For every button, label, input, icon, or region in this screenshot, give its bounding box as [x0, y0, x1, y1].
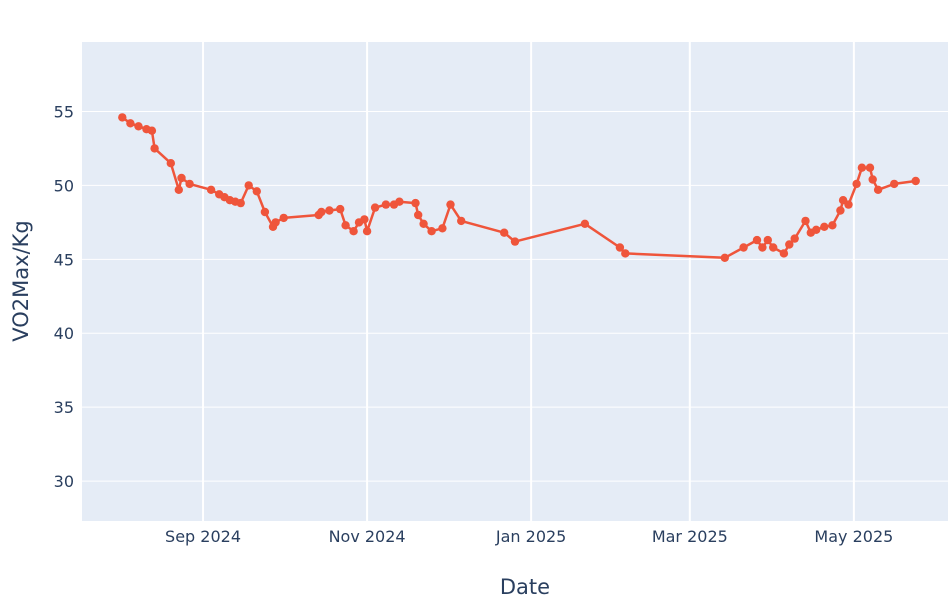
data-point [812, 225, 821, 234]
data-point [252, 187, 261, 196]
data-point [118, 113, 127, 122]
data-point [844, 200, 853, 209]
data-point [752, 235, 762, 245]
data-point [779, 249, 789, 258]
data-point [360, 215, 369, 224]
data-point [865, 163, 875, 172]
data-point [419, 219, 428, 228]
gridlines [82, 42, 948, 521]
data-point [615, 243, 625, 252]
data-point [166, 159, 175, 168]
data-point [185, 179, 194, 189]
data-point [177, 173, 186, 183]
y-tick-label: 35 [54, 398, 74, 417]
data-point [510, 237, 520, 246]
data-point [820, 222, 829, 231]
y-tick-label: 50 [54, 176, 74, 195]
data-point [790, 234, 799, 243]
data-point [852, 179, 861, 189]
data-point [890, 179, 899, 189]
data-point [370, 203, 380, 212]
tick-labels: 30 35 40 45 50 55 Sep 2024 Nov 2024 Jan 2025 Mar … [54, 102, 894, 546]
data-point [446, 200, 455, 209]
x-axis-title: Date [500, 575, 550, 599]
data-point [427, 227, 436, 236]
data-point [500, 228, 509, 237]
y-tick-label: 55 [54, 102, 74, 121]
series-layer [118, 113, 920, 262]
x-tick-label: Jan 2025 [495, 527, 566, 546]
plot-area-background [82, 42, 948, 521]
data-point [411, 198, 420, 208]
data-point [395, 197, 404, 206]
data-point [828, 221, 837, 230]
y-tick-label: 30 [54, 472, 74, 491]
data-point [836, 206, 845, 215]
data-point [580, 219, 590, 228]
data-point [279, 213, 288, 223]
data-point [147, 126, 157, 135]
data-point [438, 224, 447, 233]
data-point [336, 204, 345, 214]
data-point [349, 227, 358, 236]
data-point [381, 200, 391, 209]
data-point [621, 249, 630, 258]
data-point [341, 221, 350, 230]
data-point [260, 207, 270, 217]
data-point [126, 119, 135, 128]
data-point [758, 243, 767, 252]
data-point [720, 253, 729, 262]
x-tick-label: Nov 2024 [329, 527, 406, 546]
x-tick-label: Sep 2024 [165, 527, 241, 546]
data-point [769, 243, 778, 252]
data-point [325, 206, 334, 215]
data-point [414, 210, 423, 220]
data-point [873, 185, 883, 194]
data-point [911, 176, 920, 186]
y-axis-title: VO2Max/Kg [9, 220, 33, 341]
data-point [236, 198, 245, 208]
data-point [857, 163, 867, 172]
data-point [801, 216, 810, 226]
data-point [362, 227, 372, 236]
data-point [763, 235, 772, 245]
x-tick-label: Mar 2025 [652, 527, 728, 546]
data-point [150, 144, 159, 153]
y-tick-label: 45 [54, 250, 74, 269]
x-tick-label: May 2025 [814, 527, 893, 546]
data-point [134, 122, 143, 131]
data-point [206, 185, 216, 194]
data-point [785, 240, 794, 249]
data-point [174, 185, 183, 194]
data-point [739, 243, 748, 252]
data-point [244, 181, 253, 190]
y-tick-label: 40 [54, 324, 74, 343]
data-point [457, 216, 466, 226]
data-point [868, 175, 877, 184]
data-point [271, 218, 280, 227]
data-point [317, 207, 326, 217]
